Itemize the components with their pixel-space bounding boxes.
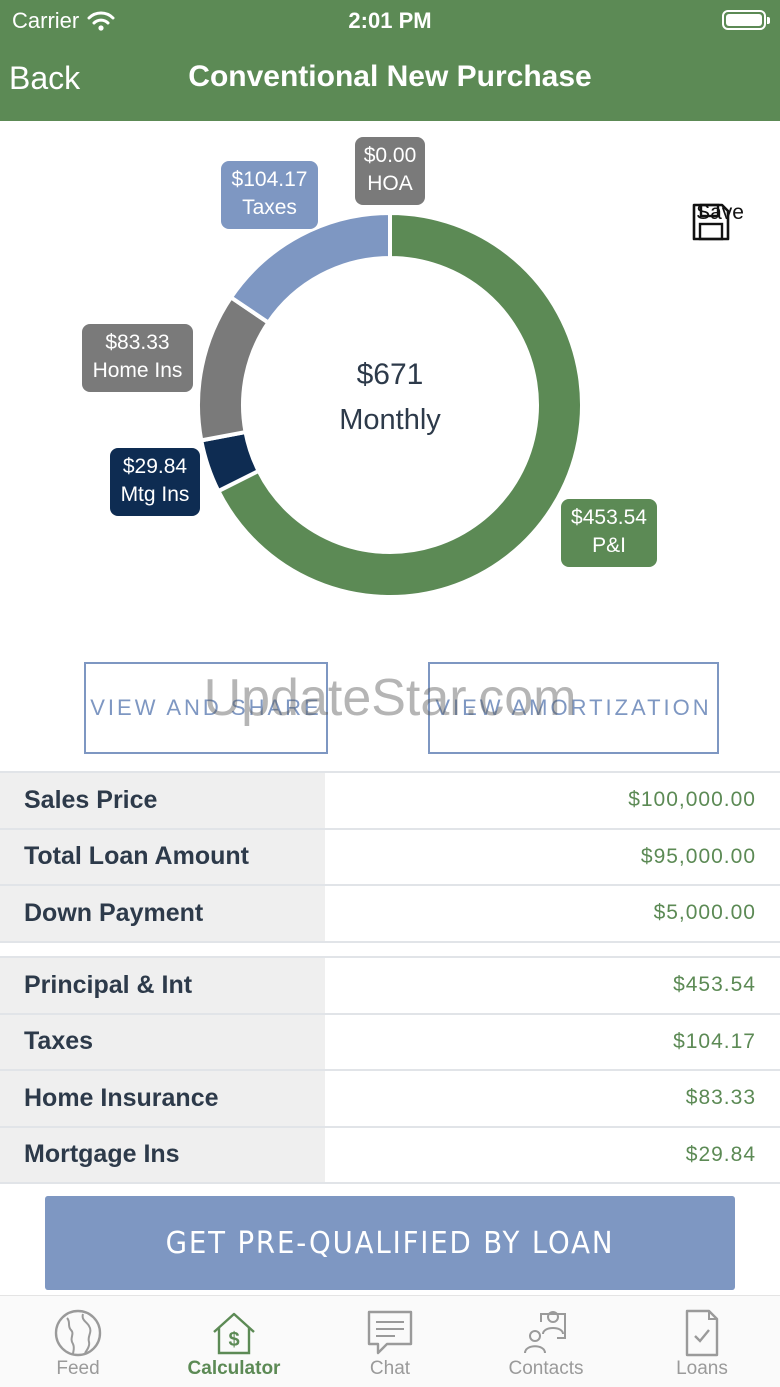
top-bar: Carrier 2:01 PM Back Conventional New Pu…	[0, 0, 780, 121]
row-value: $453.54	[673, 973, 756, 997]
callout-home-ins: $83.33 Home Ins	[82, 324, 193, 392]
row-value: $29.84	[685, 1142, 756, 1166]
chat-bubble-icon	[367, 1310, 413, 1355]
house-dollar-icon: $	[213, 1312, 255, 1355]
back-button[interactable]: Back	[9, 60, 81, 96]
tab-loans[interactable]: Loans	[624, 1296, 780, 1387]
donut-chart-svg	[196, 210, 584, 599]
callout-hoa-label: HOA	[367, 172, 413, 195]
callout-pi-value: $453.54	[571, 506, 647, 529]
tab-bar: Feed $ Calculator Chat Contacts	[0, 1295, 780, 1387]
callout-taxes: $104.17 Taxes	[221, 161, 318, 229]
donut-slice-taxes	[228, 210, 392, 326]
globe-icon	[54, 1309, 102, 1357]
callout-taxes-value: $104.17	[231, 168, 308, 191]
chart-center-label: Monthly	[339, 404, 441, 436]
tab-loans-label: Loans	[676, 1358, 728, 1379]
row-value: $5,000.00	[653, 901, 756, 925]
row-label: Down Payment	[0, 886, 325, 941]
tab-chat-label: Chat	[369, 1358, 411, 1379]
status-bar: Carrier 2:01 PM	[0, 0, 780, 40]
row-label: Sales Price	[0, 773, 325, 828]
callout-mtg-ins-label: Mtg Ins	[120, 483, 190, 506]
view-and-share-button[interactable]: VIEW AND SHARE	[84, 662, 328, 754]
row-label: Total Loan Amount	[0, 829, 325, 884]
table-row: Total Loan Amount $95,000.00	[0, 829, 780, 886]
callout-mtg-ins-value: $29.84	[122, 455, 188, 478]
table-row: Taxes $104.17	[0, 1014, 780, 1071]
svg-text:$: $	[228, 1329, 239, 1351]
callout-taxes-label: Taxes	[242, 196, 297, 219]
callout-home-ins-value: $83.33	[105, 331, 170, 354]
page-title: Conventional New Purchase	[188, 60, 592, 93]
wifi-icon	[87, 11, 115, 31]
payment-donut-chart: $671 Monthly $453.54 P&I $29.84 Mtg Ins …	[0, 121, 780, 651]
table-row: Mortgage Ins $29.84	[0, 1127, 780, 1184]
row-value: $100,000.00	[628, 788, 756, 812]
tab-contacts-label: Contacts	[508, 1358, 584, 1379]
callout-hoa-value: $0.00	[363, 144, 417, 167]
tab-feed[interactable]: Feed	[0, 1296, 156, 1387]
tab-chat[interactable]: Chat	[312, 1296, 468, 1387]
row-label: Taxes	[0, 1014, 325, 1069]
contacts-icon	[524, 1311, 566, 1354]
tab-calculator-label: Calculator	[187, 1358, 281, 1379]
floppy-disk-icon	[692, 203, 730, 241]
table-row: Down Payment $5,000.00	[0, 886, 780, 943]
get-prequalified-button[interactable]: GET PRE-QUALIFIED BY LOAN	[45, 1196, 735, 1290]
callout-pi: $453.54 P&I	[561, 499, 657, 567]
save-button[interactable]: Save	[690, 201, 750, 241]
row-label: Mortgage Ins	[0, 1127, 325, 1182]
table-row: Principal & Int $453.54	[0, 958, 780, 1015]
carrier-info: Carrier	[12, 8, 115, 34]
row-value: $95,000.00	[640, 844, 756, 868]
chart-center-amount: $671	[356, 358, 424, 391]
row-value: $104.17	[673, 1029, 756, 1053]
status-time: 2:01 PM	[348, 8, 432, 33]
tab-feed-label: Feed	[56, 1358, 100, 1379]
row-label: Principal & Int	[0, 958, 325, 1013]
table-row: Home Insurance $83.33	[0, 1071, 780, 1128]
row-value: $83.33	[685, 1086, 756, 1110]
battery-icon	[722, 10, 770, 30]
view-amortization-button[interactable]: VIEW AMORTIZATION	[428, 662, 719, 754]
row-label: Home Insurance	[0, 1071, 325, 1126]
document-check-icon	[685, 1309, 719, 1357]
donut-slice-p-i	[215, 210, 584, 599]
callout-home-ins-label: Home Ins	[92, 359, 183, 382]
tab-contacts[interactable]: Contacts	[468, 1296, 624, 1387]
carrier-label: Carrier	[12, 8, 80, 33]
callout-mtg-ins: $29.84 Mtg Ins	[110, 448, 200, 516]
tab-calculator[interactable]: $ Calculator	[156, 1296, 312, 1387]
table-row: Sales Price $100,000.00	[0, 773, 780, 830]
loan-summary-table: Sales Price $100,000.00 Total Loan Amount $…	[0, 771, 780, 943]
save-label: Save	[696, 201, 744, 224]
callout-hoa: $0.00 HOA	[355, 137, 425, 205]
callout-pi-label: P&I	[592, 534, 626, 557]
payment-breakdown-table: Principal & Int $453.54 Taxes $104.17 Home I…	[0, 956, 780, 1184]
